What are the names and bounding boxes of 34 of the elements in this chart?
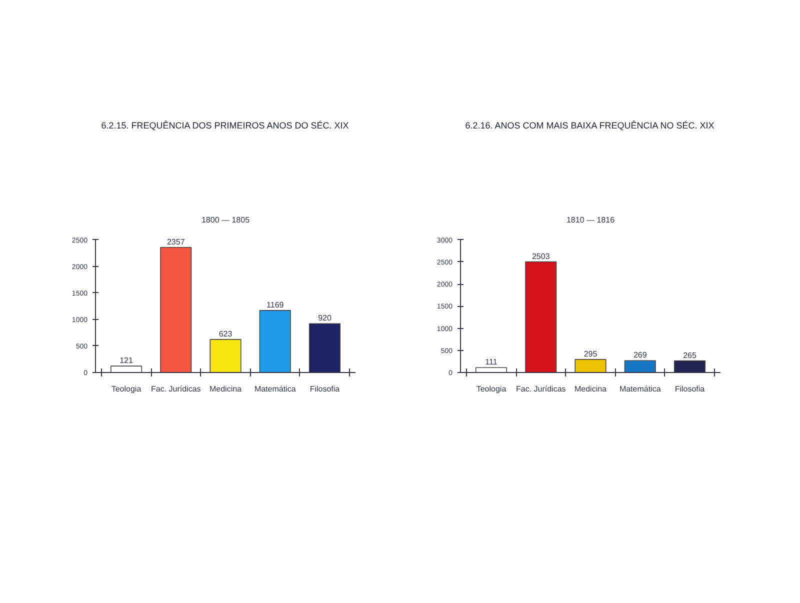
x-tick-label: Medicina — [209, 384, 242, 394]
bar — [574, 359, 606, 372]
x-tick-label: Teologia — [476, 384, 507, 394]
bar — [674, 360, 706, 372]
x-tick-label: Filosofia — [310, 384, 340, 394]
chart-subtitle: 1810 — 1816 — [566, 216, 616, 224]
x-tick-label: Fac. Jurídicas — [150, 384, 201, 394]
chart-title: 6.2.15. FREQUÊNCIA DOS PRIMEIROS ANOS DO SÉC. XIX — [101, 120, 349, 130]
bar — [525, 261, 557, 372]
data-label: 623 — [218, 329, 233, 338]
data-label: 2357 — [166, 237, 186, 246]
bar — [210, 339, 242, 372]
data-label: 121 — [120, 356, 134, 366]
bar — [624, 360, 656, 372]
data-label: 295 — [584, 349, 598, 358]
data-label: 1169 — [266, 300, 284, 310]
x-tick-label: Matemática — [254, 384, 296, 394]
chart-title: 6.2.16. ANOS COM MAIS BAIXA FREQUÊNCIA NO SÉC. XIX — [465, 120, 714, 130]
bar — [308, 323, 341, 372]
x-tick-label: Fac. Jurídicas — [516, 384, 566, 394]
data-label: 269 — [633, 350, 648, 360]
x-tick-label: Matemática — [619, 384, 662, 394]
bar — [110, 366, 142, 372]
bar — [259, 310, 291, 372]
bar — [160, 246, 192, 372]
bar — [475, 367, 508, 372]
x-tick-label: Medicina — [574, 384, 608, 394]
x-tick-label: Teologia — [111, 384, 142, 394]
data-label: 265 — [683, 350, 697, 360]
x-tick-label: Filosofia — [674, 384, 706, 394]
data-label: 920 — [318, 314, 332, 323]
data-label: 111 — [485, 358, 498, 367]
chart-subtitle: 1800 — 1805 — [201, 216, 250, 224]
data-label: 2503 — [532, 252, 550, 261]
